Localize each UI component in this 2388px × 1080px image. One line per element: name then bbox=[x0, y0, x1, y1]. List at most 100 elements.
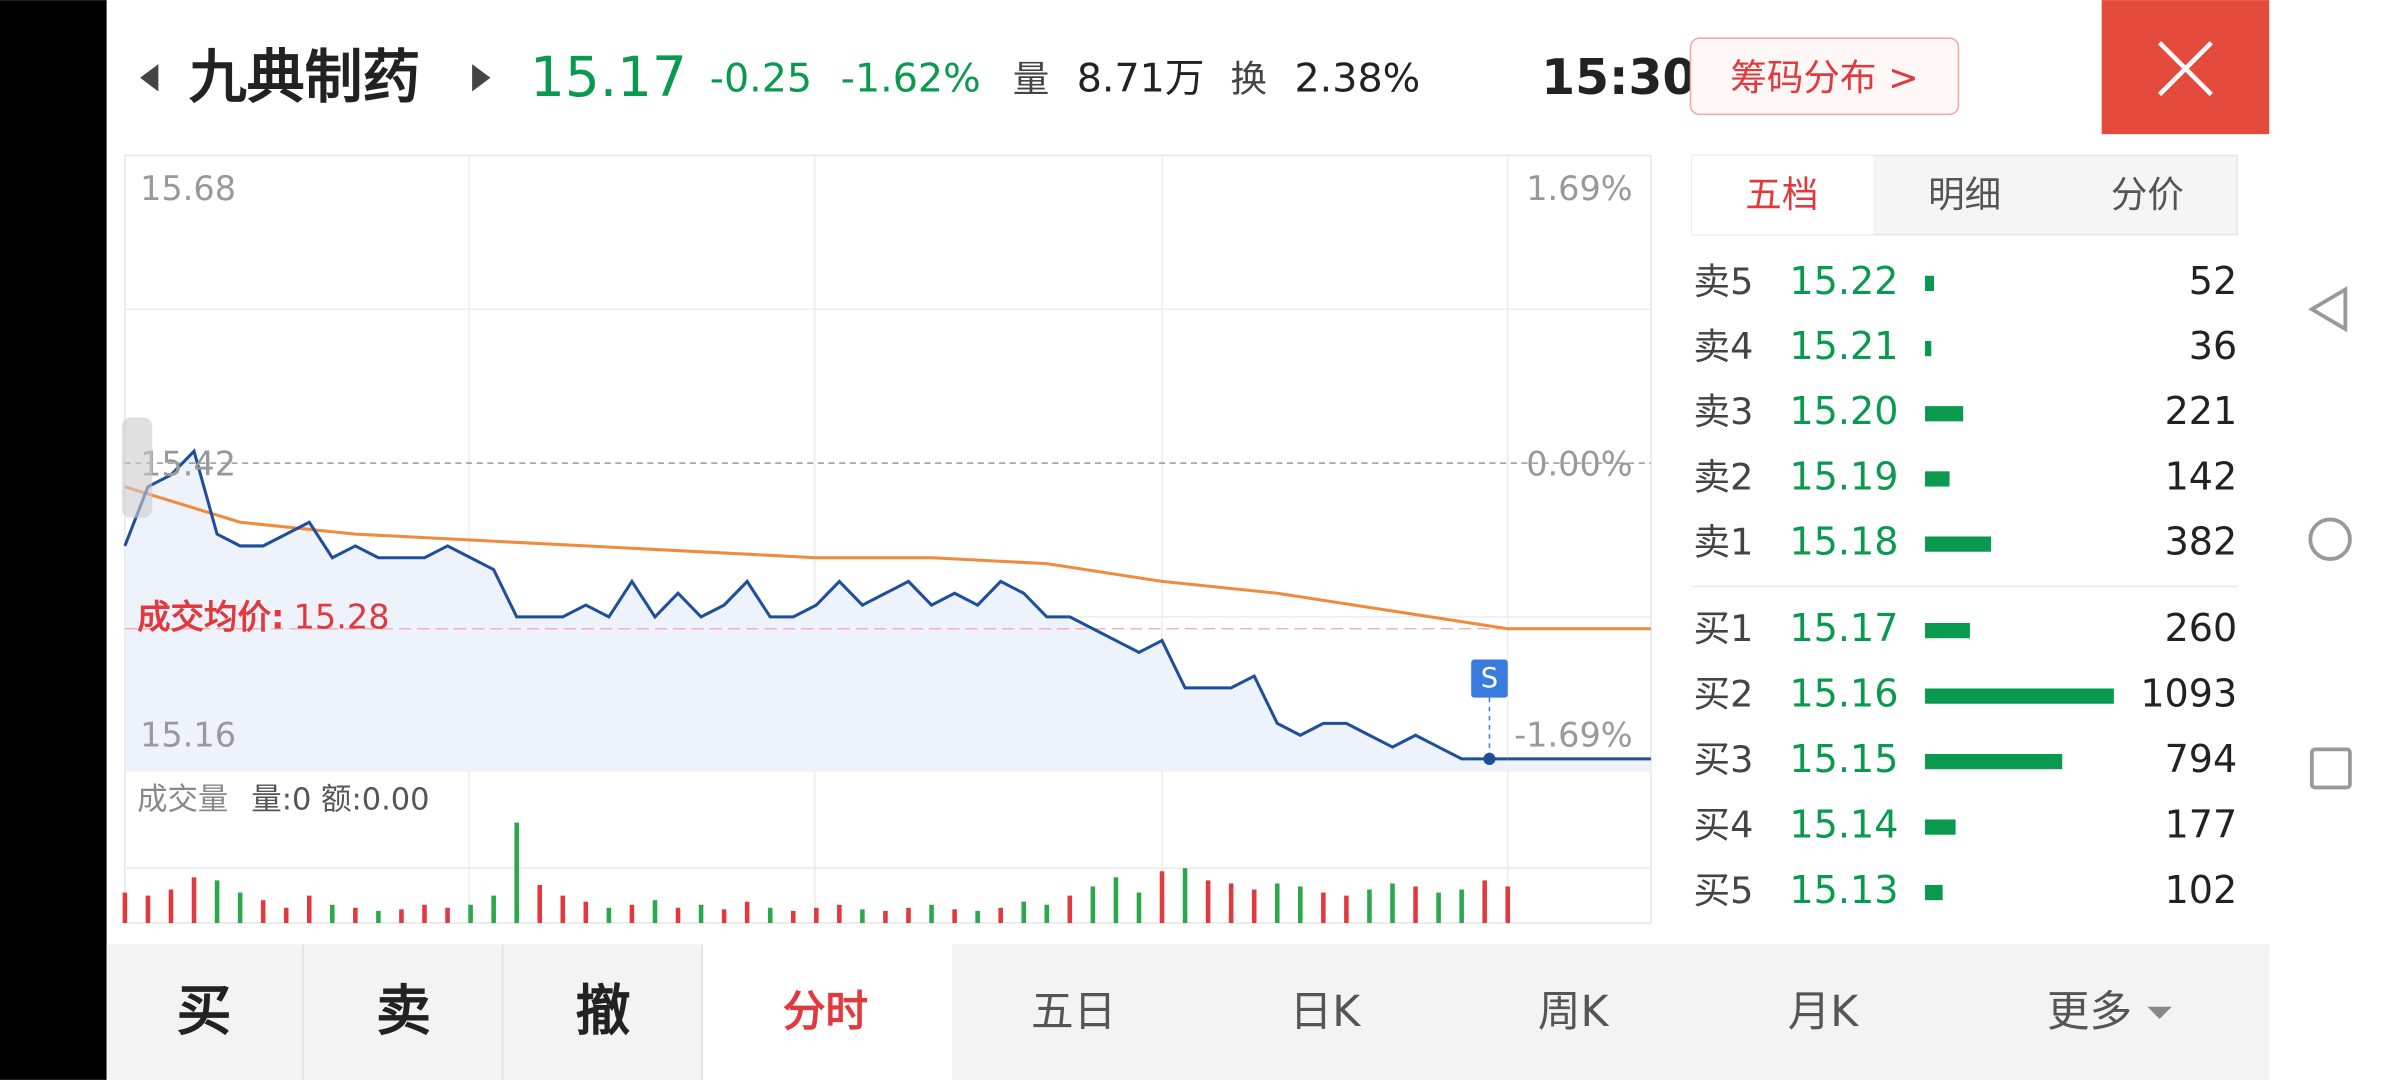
book-volume: 142 bbox=[2165, 454, 2238, 498]
y-tick-label: 15.42 bbox=[140, 445, 236, 484]
book-volume: 177 bbox=[2165, 803, 2238, 847]
book-volume: 382 bbox=[2165, 520, 2238, 564]
book-label: 卖4 bbox=[1694, 325, 1754, 368]
volume-bar bbox=[1228, 883, 1234, 924]
book-tab[interactable]: 五档 bbox=[1745, 173, 1818, 216]
volume-bar bbox=[237, 892, 243, 924]
volume-bar bbox=[629, 904, 635, 924]
y2-tick-label: 1.69% bbox=[1526, 169, 1632, 208]
tab[interactable]: 撤 bbox=[576, 979, 631, 1043]
tab[interactable]: 周K bbox=[1538, 987, 1610, 1037]
book-bar bbox=[1925, 884, 1943, 901]
volume-info: 量:0 额:0.00 bbox=[251, 783, 429, 818]
volume-bar bbox=[1113, 877, 1119, 924]
turnover: 2.38% bbox=[1295, 55, 1421, 101]
volume-bar bbox=[721, 909, 727, 924]
volume-bar bbox=[952, 909, 957, 924]
last-point bbox=[1483, 752, 1496, 765]
volume-bar bbox=[814, 907, 819, 924]
volume-bar bbox=[606, 907, 612, 924]
book-label: 卖3 bbox=[1694, 390, 1754, 433]
volume-bar bbox=[1298, 886, 1303, 924]
volume-bar bbox=[1459, 889, 1464, 924]
volume-bar bbox=[998, 907, 1003, 924]
book-label: 卖5 bbox=[1694, 260, 1754, 303]
nav-recent[interactable] bbox=[2309, 747, 2352, 790]
book-label: 买4 bbox=[1694, 804, 1754, 847]
avg-line bbox=[124, 485, 1651, 631]
volume-bar bbox=[1274, 883, 1280, 924]
next-stock[interactable] bbox=[472, 64, 491, 92]
volume-bar bbox=[445, 907, 450, 924]
prev-stock[interactable] bbox=[140, 64, 159, 92]
book-price: 15.16 bbox=[1789, 672, 1898, 716]
volume-title: 成交量 bbox=[137, 783, 228, 818]
book-price: 15.17 bbox=[1789, 606, 1898, 650]
book-label: 买3 bbox=[1694, 738, 1754, 781]
volume-bar bbox=[1413, 886, 1418, 924]
book-tab[interactable]: 分价 bbox=[2111, 173, 2184, 216]
volume-bar bbox=[1344, 895, 1349, 924]
avg-label-text: 成交均价: bbox=[137, 597, 284, 636]
volume-bar bbox=[537, 884, 543, 924]
book-bar bbox=[1925, 340, 1932, 357]
volume-bar bbox=[790, 910, 796, 924]
book-price: 15.18 bbox=[1789, 520, 1898, 564]
tab-bg bbox=[106, 944, 2270, 1080]
book-price: 15.19 bbox=[1789, 454, 1898, 498]
left-bar bbox=[0, 0, 107, 1080]
volume-bar bbox=[376, 910, 381, 924]
price-area bbox=[124, 451, 1651, 771]
book-price: 15.22 bbox=[1789, 259, 1898, 303]
book-bar bbox=[1925, 819, 1956, 835]
volume-bar bbox=[1367, 889, 1372, 924]
tab[interactable]: 月K bbox=[1788, 987, 1860, 1037]
volume-bar bbox=[422, 904, 427, 924]
book-volume: 1093 bbox=[2140, 672, 2237, 716]
y2-tick-label: 0.00% bbox=[1526, 445, 1632, 484]
book-label: 买2 bbox=[1694, 673, 1754, 716]
tab[interactable]: 分时 bbox=[783, 987, 868, 1037]
y2-tick-label: -1.69% bbox=[1514, 716, 1633, 755]
volume-bar bbox=[214, 880, 220, 924]
book-volume: 102 bbox=[2165, 868, 2238, 912]
chip-button[interactable] bbox=[1689, 37, 1960, 116]
book-volume: 221 bbox=[2165, 389, 2238, 433]
volume-bar bbox=[1205, 880, 1211, 924]
chip-button-label[interactable]: 筹码分布 > bbox=[1730, 56, 1918, 99]
tab[interactable]: 更多 bbox=[2047, 987, 2132, 1037]
chart-frame bbox=[124, 154, 1652, 924]
volume-bar bbox=[860, 909, 865, 924]
volume-bar bbox=[353, 907, 358, 924]
nav-back[interactable] bbox=[2308, 286, 2348, 333]
volume-bar bbox=[491, 895, 496, 924]
volume-bar bbox=[698, 904, 704, 924]
volume-bar bbox=[1090, 886, 1096, 924]
bottom-tabs: 买 卖 撤 分时 五日 日K 周K 月K 更多 bbox=[106, 944, 2270, 1080]
marker-box bbox=[1471, 659, 1508, 698]
nav-home[interactable] bbox=[2308, 517, 2352, 561]
tab[interactable]: 五日 bbox=[1031, 987, 1116, 1037]
volume-bar bbox=[330, 904, 335, 924]
tab[interactable]: 日K bbox=[1290, 987, 1362, 1037]
volume-bar bbox=[260, 900, 266, 924]
tab-active-bg bbox=[702, 944, 952, 1080]
volume-bar bbox=[306, 895, 312, 924]
volume-bar bbox=[1044, 904, 1050, 924]
tab[interactable]: 买 bbox=[177, 979, 232, 1043]
collapse-handle[interactable] bbox=[121, 417, 153, 518]
volume-bar bbox=[767, 907, 773, 924]
book-label: 卖2 bbox=[1694, 455, 1754, 498]
book-label: 卖1 bbox=[1694, 521, 1754, 564]
book-bar bbox=[1925, 536, 1992, 552]
book-label: 买5 bbox=[1694, 869, 1754, 912]
close-icon[interactable] bbox=[2157, 41, 2213, 97]
book-price: 15.15 bbox=[1789, 737, 1898, 781]
book-volume: 36 bbox=[2189, 324, 2237, 368]
volume-bar bbox=[1251, 889, 1257, 924]
tab[interactable]: 卖 bbox=[376, 979, 431, 1043]
book-price: 15.13 bbox=[1789, 868, 1898, 912]
book-tab[interactable]: 明细 bbox=[1928, 173, 2001, 216]
